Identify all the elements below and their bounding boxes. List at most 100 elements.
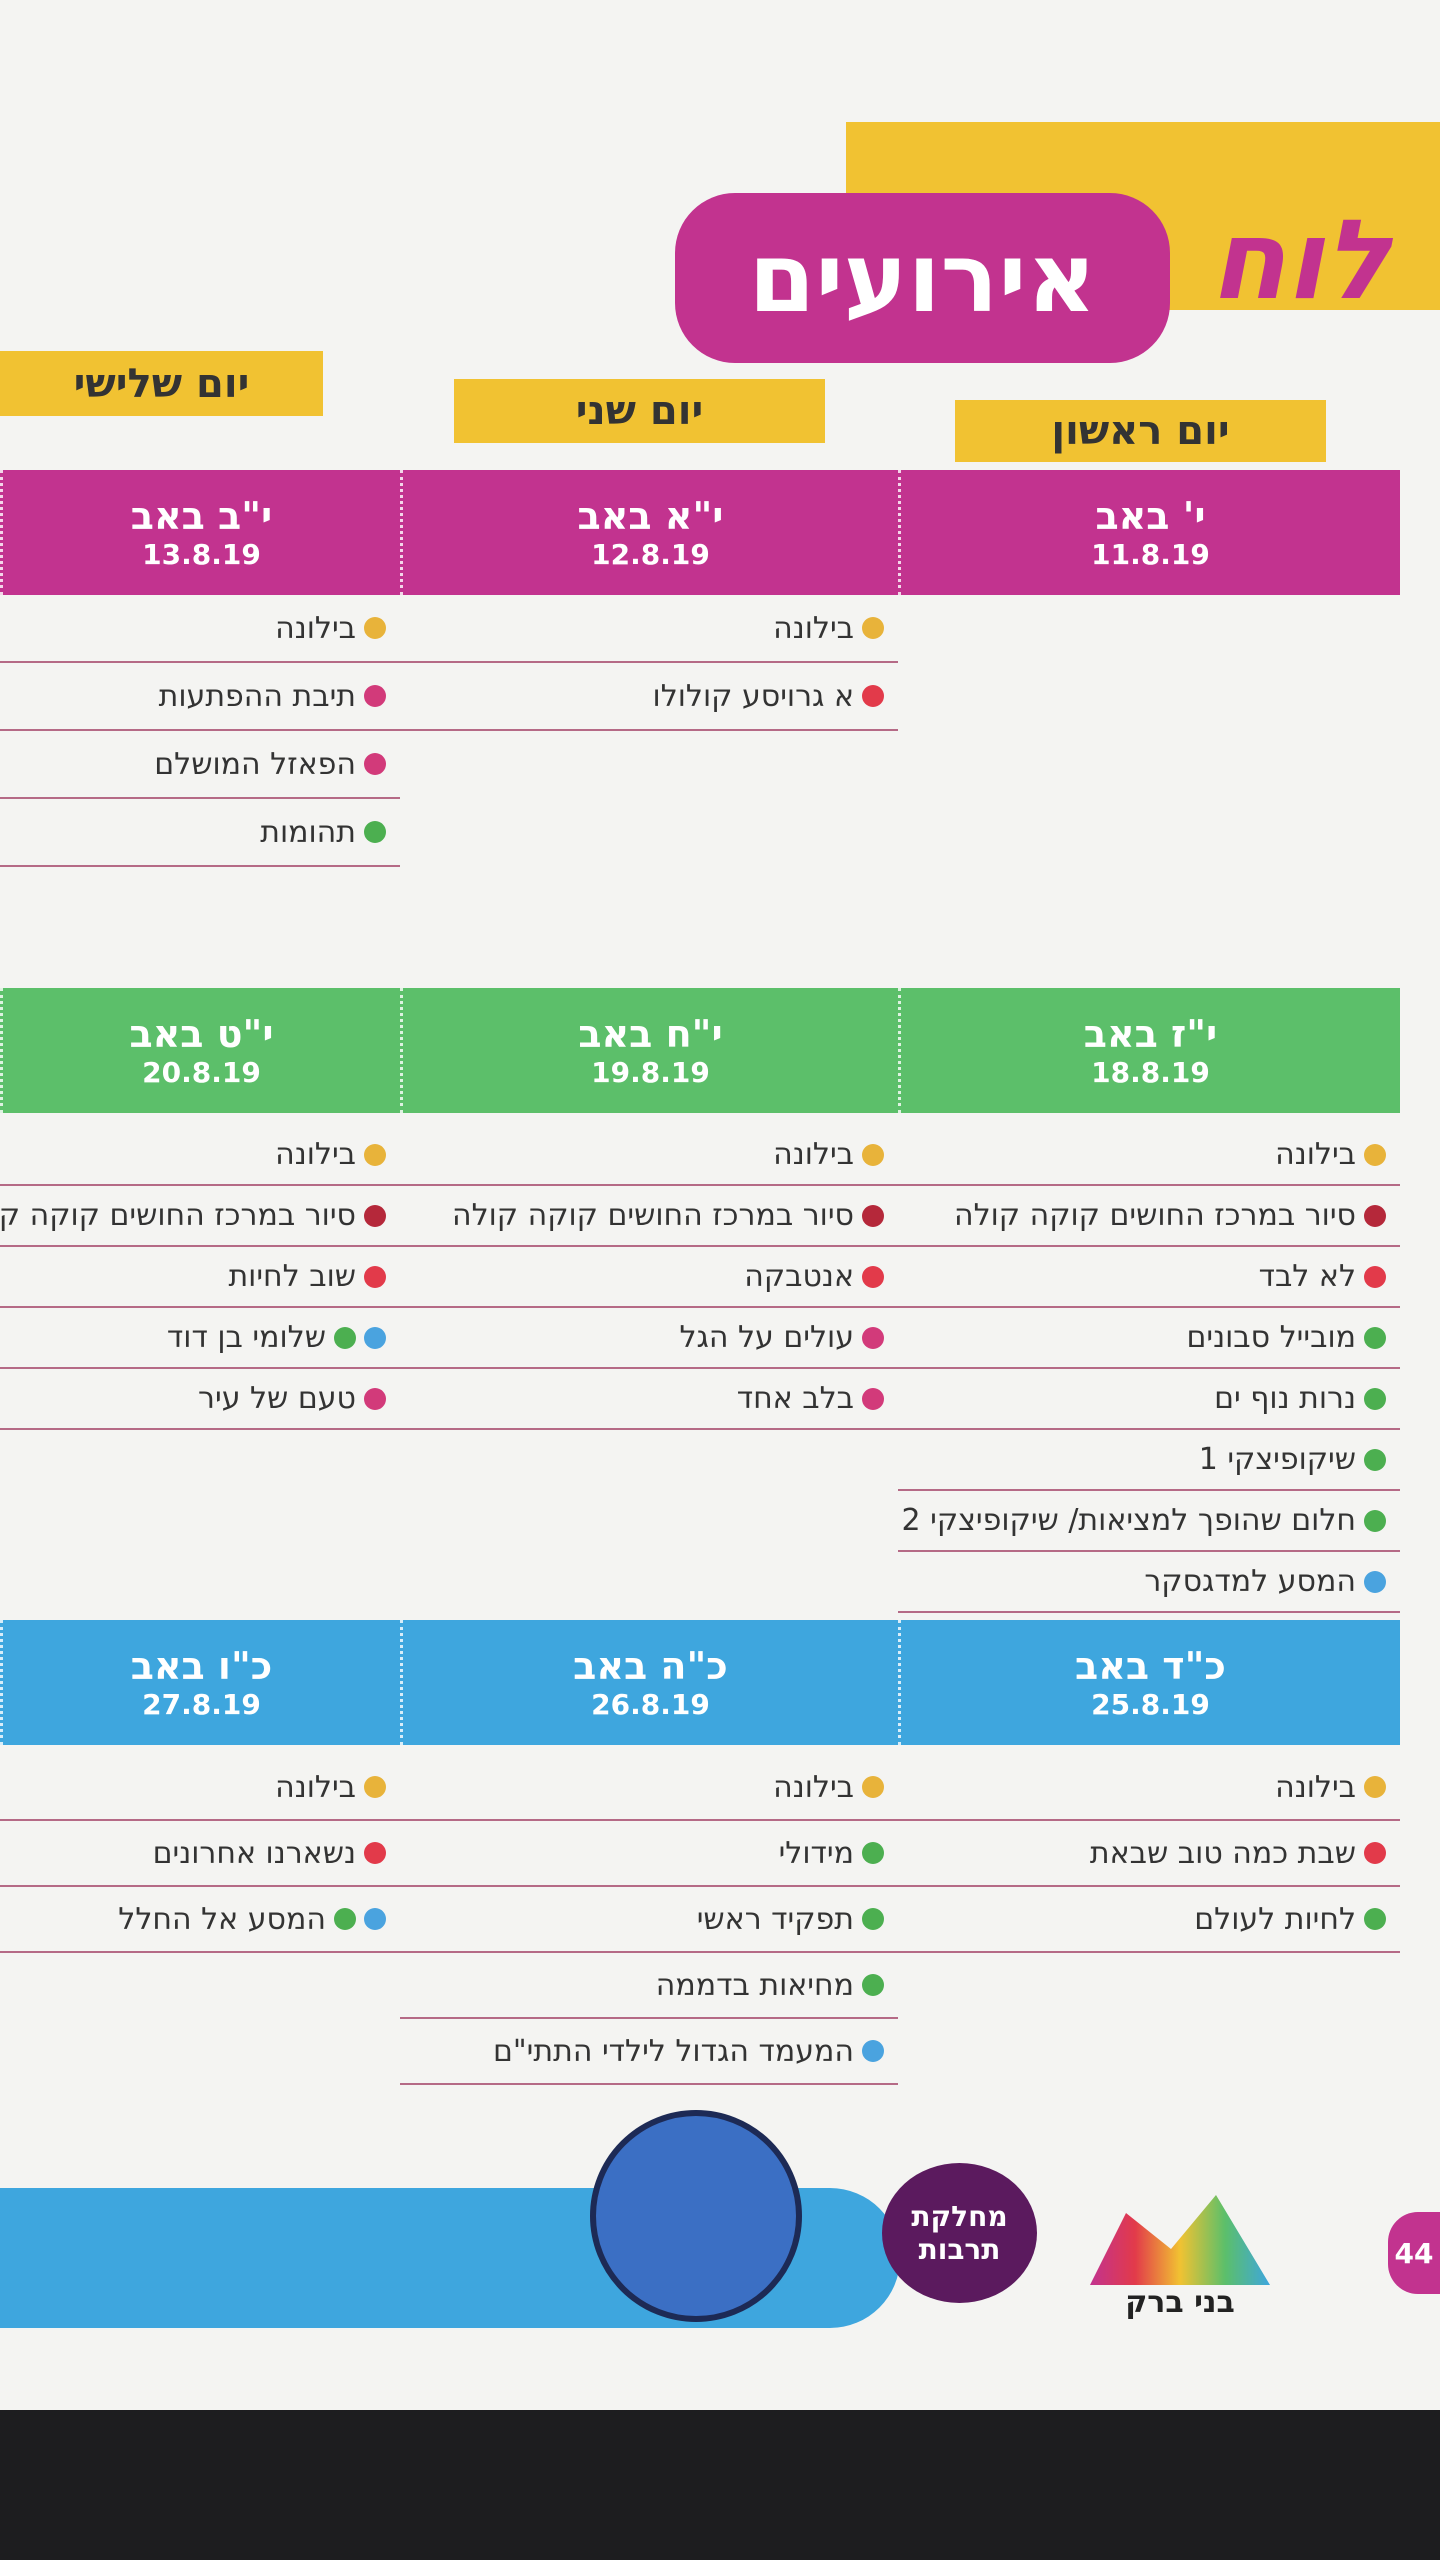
event-row: לא לבד xyxy=(898,1247,1400,1308)
hebrew-date: כ"ה באב xyxy=(573,1644,728,1688)
hebrew-date: י"ז באב xyxy=(1083,1012,1218,1056)
event-row: נשארנו אחרונים xyxy=(0,1821,400,1887)
event-row: נרות נוף ים xyxy=(898,1369,1400,1430)
day-heading: י"ז באב 18.8.19 xyxy=(898,988,1400,1113)
event-text: תיבת ההפתעות xyxy=(158,678,356,714)
event-dot xyxy=(1364,1387,1386,1410)
event-row: המסע למדגסקר xyxy=(898,1552,1400,1613)
date: 25.8.19 xyxy=(1091,1688,1210,1721)
event-text: תפקיד ראשי xyxy=(696,1901,854,1937)
event-row: בילונה xyxy=(0,1755,400,1821)
mascot xyxy=(590,2110,802,2322)
event-text: אנטבקה xyxy=(744,1259,854,1294)
event-dot xyxy=(364,1387,386,1410)
event-text: המסע למדגסקר xyxy=(1144,1564,1356,1599)
event-dot xyxy=(862,617,884,639)
event-dot xyxy=(862,685,884,707)
event-text: שבת כמה טוב שבאת xyxy=(1089,1835,1356,1871)
event-text: לא לבד xyxy=(1258,1259,1356,1294)
event-row: סיור במרכז החושים קוקה קולה xyxy=(400,1186,898,1247)
event-row: בילונה xyxy=(400,1125,898,1186)
day-heading: כ"ו באב 27.8.19 xyxy=(0,1620,400,1745)
week-band xyxy=(0,1620,1400,1745)
event-row: בילונה xyxy=(400,1755,898,1821)
event-row: אנטבקה xyxy=(400,1247,898,1308)
city-name: בני ברק xyxy=(1125,2285,1235,2320)
event-row: המעמד הגדול לילדי התתי"ם xyxy=(400,2019,898,2085)
event-row: שיקופיצקי 1 xyxy=(898,1430,1400,1491)
event-text: בלב אחד xyxy=(736,1381,854,1416)
hebrew-date: י' באב xyxy=(1095,494,1206,538)
event-text: מידולי xyxy=(778,1835,854,1871)
event-dot xyxy=(364,1842,386,1864)
event-dot xyxy=(1364,1326,1386,1349)
event-dot xyxy=(862,1204,884,1227)
event-row: שוב לחיות xyxy=(0,1247,400,1308)
event-text: בילונה xyxy=(275,610,356,646)
event-dot xyxy=(1364,1570,1386,1593)
hebrew-date: כ"ד באב xyxy=(1075,1644,1226,1688)
event-dot xyxy=(364,753,386,775)
day-header: יום שלישי xyxy=(0,351,323,416)
event-row: המסע אל החלל xyxy=(0,1887,400,1953)
background-dark xyxy=(0,2410,1440,2560)
event-dot xyxy=(364,821,386,843)
event-row: א גרויסע קולולו xyxy=(400,663,898,731)
event-dot xyxy=(862,1326,884,1349)
event-row: שלומי בן דוד xyxy=(0,1308,400,1369)
hebrew-date: י"א באב xyxy=(577,494,724,538)
event-dot xyxy=(1364,1448,1386,1471)
event-text: חלום שהופך למציאות/ שיקופיצקי 2 xyxy=(901,1503,1357,1538)
title-main: אירועים xyxy=(675,193,1170,363)
event-dot xyxy=(364,1776,386,1798)
event-dot xyxy=(1364,1265,1386,1288)
event-row: תיבת ההפתעות xyxy=(0,663,400,731)
event-row: טעם של עיר xyxy=(0,1369,400,1430)
event-dot xyxy=(364,1204,386,1227)
date: 20.8.19 xyxy=(142,1056,261,1089)
event-row: סיור במרכז החושים קוקה קולה xyxy=(898,1186,1400,1247)
event-dot xyxy=(862,2040,884,2062)
week-band xyxy=(0,470,1400,595)
event-text: בילונה xyxy=(1275,1137,1356,1172)
event-row: בילונה xyxy=(898,1755,1400,1821)
event-dot xyxy=(334,1908,356,1930)
city-logo-shape xyxy=(1090,2195,1270,2285)
date: 18.8.19 xyxy=(1091,1056,1210,1089)
hebrew-date: י"ח באב xyxy=(578,1012,723,1056)
date: 11.8.19 xyxy=(1091,538,1210,571)
event-text: לחיות לעולם xyxy=(1194,1901,1356,1937)
event-row: תהומות xyxy=(0,799,400,867)
event-row: בילונה xyxy=(898,1125,1400,1186)
day-heading: י"ח באב 19.8.19 xyxy=(400,988,898,1113)
event-dot xyxy=(862,1776,884,1798)
event-dot xyxy=(334,1326,356,1349)
event-dot xyxy=(862,1908,884,1930)
event-row: לחיות לעולם xyxy=(898,1887,1400,1953)
event-row: בילונה xyxy=(0,1125,400,1186)
day-header: יום ראשון xyxy=(955,400,1326,462)
day-header: יום שני xyxy=(454,379,825,443)
event-row: מחיאות בדממה xyxy=(400,1953,898,2019)
event-text: תהומות xyxy=(260,814,356,850)
hebrew-date: י"ט באב xyxy=(129,1012,274,1056)
event-text: מובייל סבונים xyxy=(1186,1320,1356,1355)
event-row: סיור במרכז החושים קוקה קולה xyxy=(0,1186,400,1247)
title-prefix: לוח xyxy=(1210,196,1390,324)
event-text: שלומי בן דוד xyxy=(166,1320,326,1355)
date: 19.8.19 xyxy=(591,1056,710,1089)
event-text: בילונה xyxy=(1275,1769,1356,1805)
event-dot xyxy=(364,1143,386,1166)
event-text: טעם של עיר xyxy=(198,1381,356,1416)
event-dot xyxy=(862,1265,884,1288)
event-row: חלום שהופך למציאות/ שיקופיצקי 2 xyxy=(898,1491,1400,1552)
event-text: בילונה xyxy=(275,1769,356,1805)
event-text: הפאזל המושלם xyxy=(154,746,356,782)
event-text: המעמד הגדול לילדי התתי"ם xyxy=(492,2033,854,2069)
event-text: עולים על הגל xyxy=(679,1320,854,1355)
event-row: מובייל סבונים xyxy=(898,1308,1400,1369)
day-heading: י"ט באב 20.8.19 xyxy=(0,988,400,1113)
event-dot xyxy=(364,1265,386,1288)
event-row: מידולי xyxy=(400,1821,898,1887)
event-dot xyxy=(1364,1776,1386,1798)
